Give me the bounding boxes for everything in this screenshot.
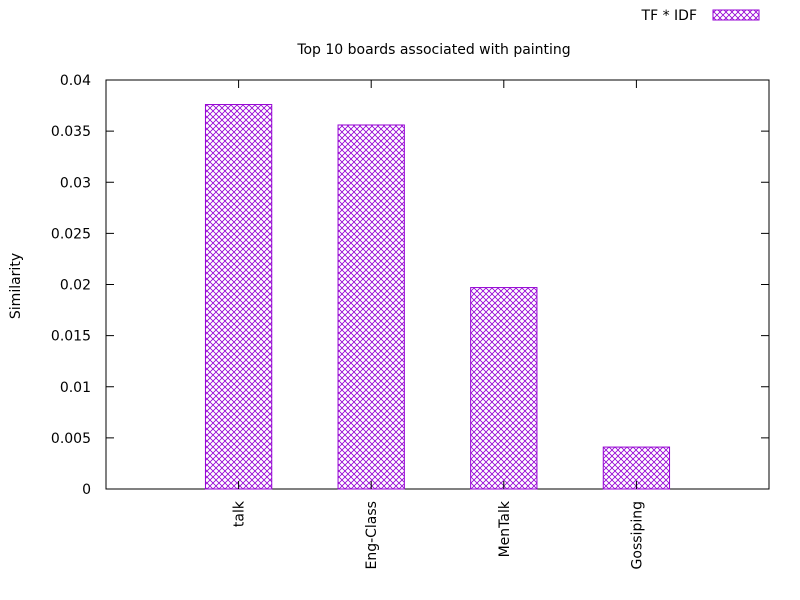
legend-swatch [712,9,760,21]
y-tick-label: 0.035 [51,124,91,140]
bars [204,104,671,490]
y-axis-ticks: 0 0.005 0.01 0.015 0.02 0.025 0.03 0.035 0.04 [51,73,769,498]
y-tick-label: 0.01 [60,380,91,396]
x-tick-label: Eng-Class [364,501,380,570]
legend-label: TF * IDF [641,8,697,24]
x-tick-label: talk [232,500,248,527]
bar-eng-class [337,124,405,490]
y-tick-label: 0.015 [51,329,91,345]
x-tick-label: Gossiping [629,501,645,569]
y-tick-label: 0.03 [60,175,91,191]
y-tick-label: 0 [82,482,91,498]
chart-title: Top 10 boards associated with painting [296,42,570,58]
bar-talk [204,104,273,490]
x-tick-label: MenTalk [497,500,513,557]
y-tick-label: 0.04 [60,73,91,89]
y-tick-label: 0.005 [51,431,91,447]
legend: TF * IDF [641,8,760,24]
x-axis-ticks: talk Eng-Class MenTalk Gossiping [232,80,645,570]
y-tick-label: 0.025 [51,226,91,242]
y-tick-label: 0.02 [60,278,91,294]
y-axis-label: Similarity [8,253,24,319]
bar-mentalk [470,287,538,490]
